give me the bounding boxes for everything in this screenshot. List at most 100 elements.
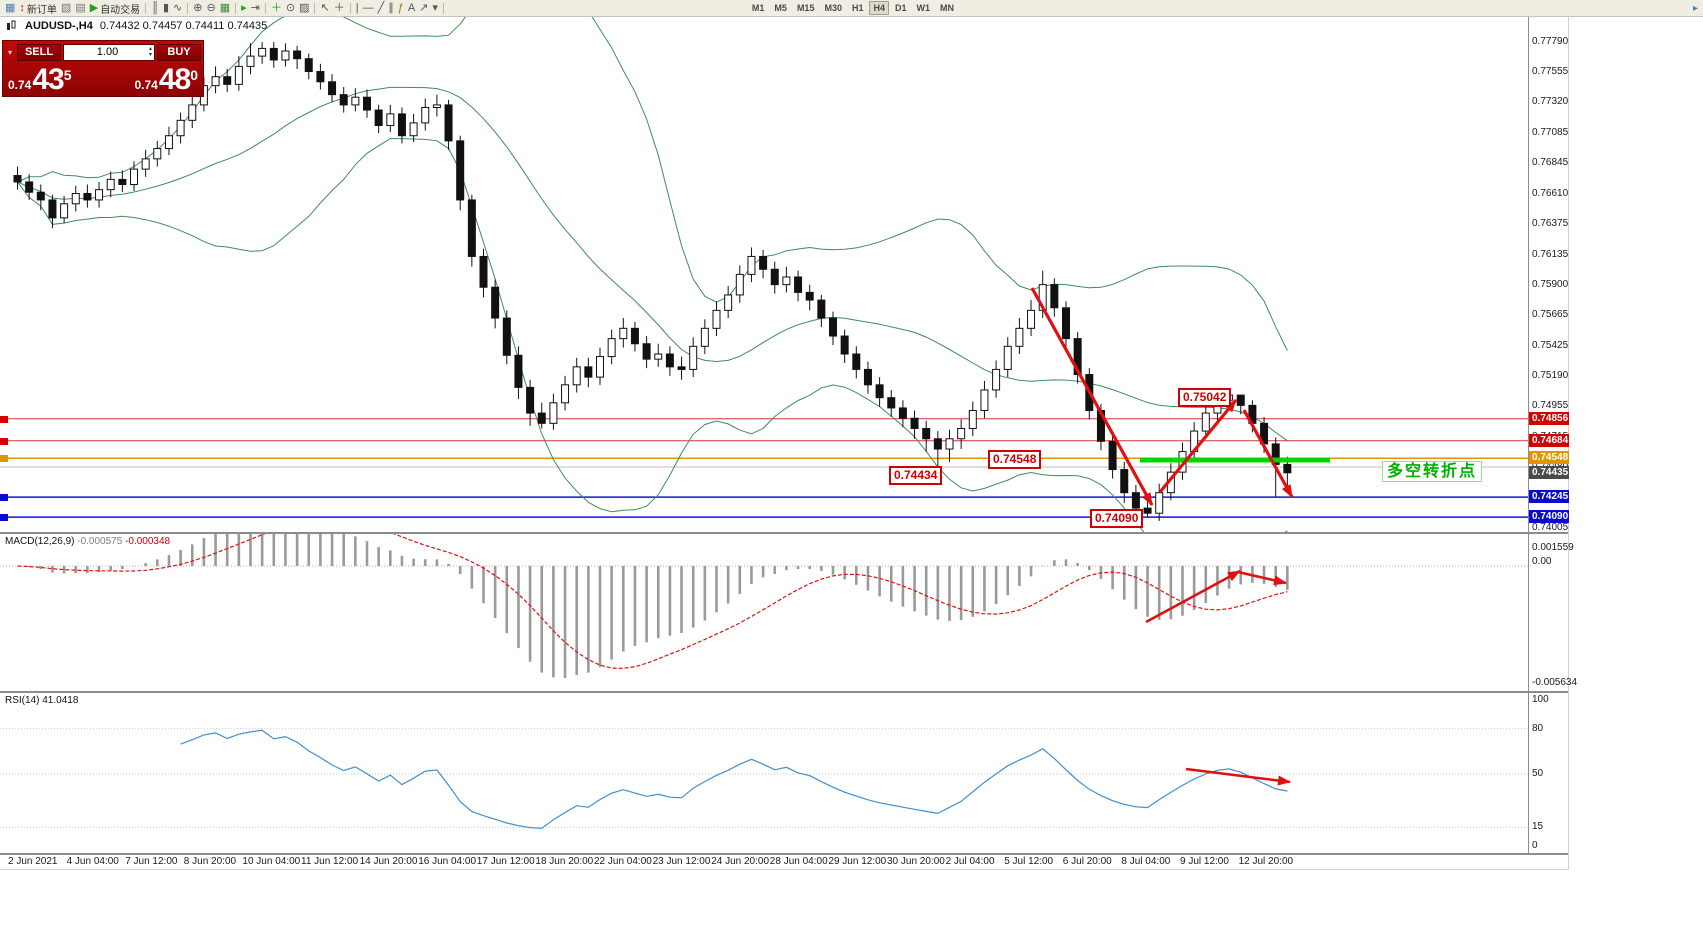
time-axis-label: 24 Jun 20:00 <box>711 856 770 867</box>
price-annotation-box: 0.75042 <box>1178 388 1232 407</box>
toolbar-separator <box>145 2 147 14</box>
new-order-button[interactable]: ↕ 新订单 <box>17 1 59 16</box>
cursor-icon: ↖ <box>320 1 330 14</box>
time-axis-label: 2 Jul 04:00 <box>945 856 995 867</box>
templates-icon: ▨ <box>299 1 310 14</box>
zoom-out-icon[interactable]: ⊖ <box>204 1 217 16</box>
toolbar-separator <box>314 2 316 14</box>
volume-spinner[interactable]: ▴ ▾ <box>149 46 152 58</box>
zoom-in-icon[interactable]: ⊕ <box>191 1 204 16</box>
timeframe-mn[interactable]: MN <box>940 3 955 13</box>
timeframe-h4[interactable]: H4 <box>869 1 889 15</box>
rsi-scale-label: 80 <box>1532 723 1544 734</box>
price-scale-label: 0.76135 <box>1532 248 1569 260</box>
buy-button[interactable]: BUY <box>157 43 201 61</box>
time-axis-label: 16 Jun 04:00 <box>418 856 477 867</box>
time-axis-label: 17 Jun 12:00 <box>476 856 535 867</box>
scroll-right-icon[interactable]: ▸ <box>1692 2 1698 14</box>
toolbar-separator <box>349 2 351 14</box>
crosshair-icon[interactable]: ＋ <box>332 1 347 16</box>
volume-down-icon[interactable]: ▾ <box>148 52 152 58</box>
cursor-icon[interactable]: ↖ <box>318 1 331 16</box>
new-order-button-label: 新订单 <box>26 4 57 16</box>
auto-scroll-icon: ▸ <box>241 1 247 14</box>
text-icon[interactable]: A <box>406 1 417 16</box>
auto-scroll-icon[interactable]: ▸ <box>239 1 249 16</box>
time-axis-label: 9 Jul 12:00 <box>1180 856 1229 867</box>
price-scale-label: 0.75665 <box>1532 308 1569 320</box>
price-scale-label: 0.74005 <box>1532 521 1569 533</box>
line-chart-icon[interactable]: ∿ <box>171 1 184 16</box>
channel-icon[interactable]: ∥ <box>386 1 396 16</box>
trendline-icon[interactable]: ╱ <box>376 1 387 16</box>
timeframe-w1[interactable]: W1 <box>916 3 931 13</box>
line-chart-icon: ∿ <box>173 1 183 14</box>
tile-windows-icon[interactable]: ▦ <box>218 1 232 16</box>
buy-price[interactable]: 0.74 48 0 <box>134 63 198 96</box>
rsi-label: RSI(14) 41.0418 <box>5 695 79 706</box>
arrows-icon: ↗ <box>419 1 429 14</box>
price-scale-label: 0.77085 <box>1532 126 1569 138</box>
hline-left-marker <box>0 415 8 423</box>
new-chart-icon: ▦ <box>5 1 16 14</box>
fibonacci-icon[interactable]: ƒ <box>396 1 406 16</box>
volume-field[interactable]: 1.00 ▴ ▾ <box>63 43 155 61</box>
time-axis-label: 5 Jul 12:00 <box>1004 856 1054 867</box>
periods-icon[interactable]: ⊙ <box>284 1 297 16</box>
horizontal-line-icon[interactable]: ― <box>361 1 376 16</box>
time-axis-label: 7 Jun 12:00 <box>125 856 178 867</box>
sell-button[interactable]: SELL <box>17 43 61 61</box>
macd-scale-label: 0.00 <box>1532 556 1552 567</box>
time-axis-label: 4 Jun 04:00 <box>66 856 119 867</box>
channel-icon: ∥ <box>388 1 394 14</box>
ohlc-values: 0.74432 0.74457 0.74411 0.74435 <box>99 20 268 32</box>
arrows-dropdown-icon[interactable]: ▾ <box>430 1 440 16</box>
bar-chart-icon[interactable]: ║ <box>149 1 161 16</box>
vertical-line-icon[interactable]: | <box>354 1 361 16</box>
price-scale-label: 0.74955 <box>1532 400 1569 411</box>
candlestick-chart-icon[interactable]: ▮ <box>161 1 171 16</box>
arrows-icon[interactable]: ↗ <box>417 1 430 16</box>
price-scale-label: 0.76610 <box>1532 187 1569 199</box>
time-axis-label: 12 Jul 20:00 <box>1238 856 1294 867</box>
time-axis-label: 23 Jun 12:00 <box>652 856 711 867</box>
charts-list-icon[interactable]: ▤ <box>73 1 87 16</box>
macd-scale-label: 0.001559 <box>1532 542 1574 553</box>
volume-up-icon[interactable]: ▴ <box>148 46 152 52</box>
new-chart-icon[interactable]: ▦ <box>3 1 17 16</box>
timeframe-m15[interactable]: M15 <box>796 3 815 13</box>
timeframe-m1[interactable]: M1 <box>751 3 765 13</box>
rsi-value: 41.0418 <box>42 695 79 706</box>
zoom-out-icon: ⊖ <box>206 1 216 14</box>
autotrading-button[interactable]: ▶ 自动交易 <box>88 1 142 16</box>
time-axis-label: 30 Jun 20:00 <box>887 856 945 867</box>
timeframe-d1[interactable]: D1 <box>895 3 907 13</box>
timeframe-m30[interactable]: M30 <box>824 3 842 13</box>
chart-window-icon <box>7 20 16 30</box>
templates-icon[interactable]: ▨ <box>297 1 311 16</box>
macd-signal-value: -0.000348 <box>125 536 171 547</box>
timeframe-m5[interactable]: M5 <box>774 3 787 13</box>
time-axis-label: 8 Jul 04:00 <box>1121 856 1171 867</box>
profiles-icon[interactable]: ▧ <box>59 1 73 16</box>
sell-price[interactable]: 0.74 43 5 <box>8 63 72 96</box>
text-icon: A <box>407 1 416 14</box>
price-tag: 0.74856 <box>1529 411 1569 425</box>
volume-value[interactable]: 1.00 <box>96 46 119 58</box>
time-axis-label: 18 Jun 20:00 <box>535 856 594 867</box>
time-axis-label: 14 Jun 20:00 <box>359 856 418 867</box>
macd-label: MACD(12,26,9) -0.000575 -0.000348 <box>5 536 171 547</box>
window-bottom-edge <box>0 869 1568 870</box>
timeframe-h1[interactable]: H1 <box>851 3 864 13</box>
hline-left-marker <box>0 455 8 463</box>
price-scale-label: 0.77790 <box>1532 36 1569 47</box>
time-axis-label: 22 Jun 04:00 <box>594 856 652 867</box>
trade-panel-dropdown-icon[interactable]: ▾ <box>7 47 12 57</box>
price-tag: 0.74548 <box>1529 451 1569 465</box>
macd-panel-divider[interactable] <box>0 532 1568 534</box>
price-scale-label: 0.75900 <box>1532 278 1569 290</box>
indicators-icon[interactable]: ＋ <box>269 1 284 16</box>
chart-shift-icon[interactable]: ⇥ <box>249 1 262 16</box>
rsi-panel-divider[interactable] <box>0 691 1568 693</box>
